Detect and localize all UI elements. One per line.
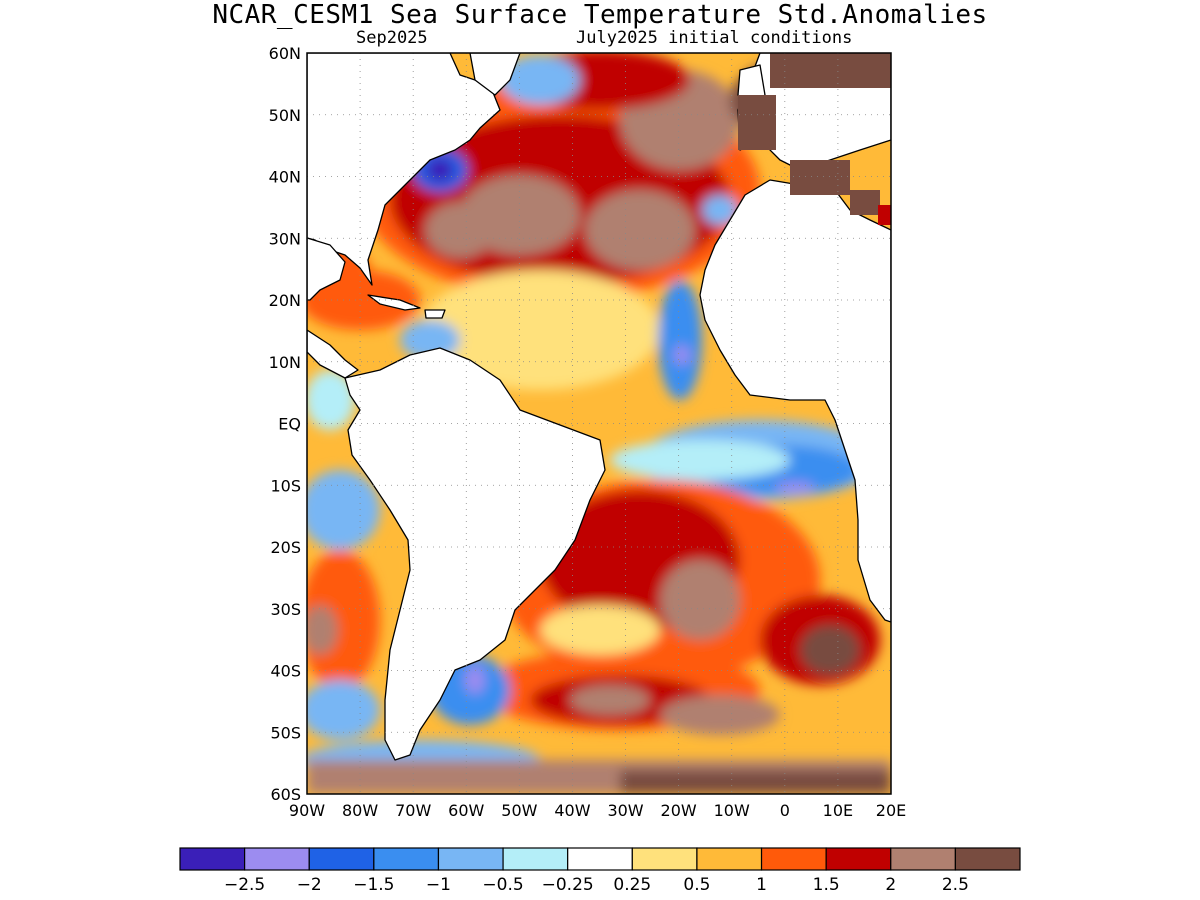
lat-tick-label: 60N bbox=[269, 44, 301, 63]
graticule bbox=[307, 53, 891, 794]
map-frame bbox=[306, 52, 892, 795]
colorbar-label: 1 bbox=[756, 875, 767, 895]
lat-tick-label: EQ bbox=[278, 415, 301, 434]
lat-tick-label: 30S bbox=[270, 600, 301, 619]
lat-tick-label: 20N bbox=[269, 291, 301, 310]
colorbar-swatch bbox=[373, 847, 440, 871]
map-title: NCAR_CESM1 Sea Surface Temperature Std.A… bbox=[212, 0, 988, 30]
lon-tick-label: 40W bbox=[554, 801, 590, 820]
colorbar-labels: −2.5 −2 −1.5 −1 −0.5 −0.25 0.25 0.5 1 1.5 2 2.5 bbox=[224, 875, 969, 895]
lon-tick-label: 10E bbox=[823, 801, 853, 820]
colorbar-label: −2 bbox=[297, 875, 322, 895]
longitude-axis: 90W 80W 70W 60W 50W 40W 30W 20W 10W 0 10E 20E bbox=[289, 801, 906, 820]
lat-tick-label: 30N bbox=[269, 229, 301, 248]
forecast-month-label: Sep2025 bbox=[356, 28, 428, 48]
lon-tick-label: 90W bbox=[289, 801, 325, 820]
lat-tick-label: 10N bbox=[269, 353, 301, 372]
colorbar-swatch bbox=[890, 847, 956, 871]
land-labrador bbox=[469, 53, 521, 96]
colorbar-label: 0.25 bbox=[613, 875, 651, 895]
colorbar-swatch bbox=[244, 847, 310, 871]
europe-anomaly-patches bbox=[738, 53, 891, 225]
lat-tick-label: 50N bbox=[269, 106, 301, 125]
colorbar-swatch bbox=[760, 847, 827, 871]
colorbar-swatch bbox=[502, 847, 569, 871]
lon-tick-label: 0 bbox=[780, 801, 790, 820]
colorbar-label: −2.5 bbox=[224, 875, 265, 895]
lon-tick-label: 20W bbox=[661, 801, 697, 820]
colorbar-swatch bbox=[631, 847, 698, 871]
colorbar-label: −0.25 bbox=[542, 875, 594, 895]
land-masses bbox=[307, 53, 891, 761]
lon-tick-label: 10W bbox=[714, 801, 750, 820]
colorbar-swatch bbox=[179, 847, 246, 871]
colorbar-label: −1 bbox=[426, 875, 451, 895]
lat-tick-label: 40S bbox=[270, 662, 301, 681]
lon-tick-label: 50W bbox=[501, 801, 537, 820]
colorbar-label: −0.5 bbox=[482, 875, 523, 895]
colorbar-label: −1.5 bbox=[353, 875, 394, 895]
colorbar-swatch bbox=[696, 847, 763, 871]
land-south-america bbox=[344, 347, 606, 761]
land-cuba bbox=[367, 294, 421, 311]
lat-tick-label: 20S bbox=[270, 538, 301, 557]
colorbar-swatch bbox=[308, 847, 375, 871]
lon-tick-label: 60W bbox=[448, 801, 484, 820]
lon-tick-label: 30W bbox=[607, 801, 643, 820]
colorbar-swatch bbox=[825, 847, 892, 871]
lon-tick-label: 70W bbox=[395, 801, 431, 820]
lon-tick-label: 80W bbox=[342, 801, 378, 820]
colorbar-swatch bbox=[954, 847, 1021, 871]
colorbar-label: 2.5 bbox=[942, 875, 969, 895]
colorbar-label: 0.5 bbox=[683, 875, 710, 895]
colorbar-label: 1.5 bbox=[813, 875, 840, 895]
lat-tick-label: 40N bbox=[269, 168, 301, 187]
lon-tick-label: 20E bbox=[876, 801, 906, 820]
latitude-axis: 60N 50N 40N 30N 20N 10N EQ 10S 20S 30S 40S 50S 60S bbox=[269, 44, 301, 804]
colorbar-swatch bbox=[437, 847, 504, 871]
initial-conditions-label: July2025 initial conditions bbox=[576, 28, 853, 48]
colorbar bbox=[179, 847, 1021, 871]
colorbar-label: 2 bbox=[885, 875, 896, 895]
lat-tick-label: 60S bbox=[270, 785, 301, 804]
colorbar-swatch bbox=[567, 847, 633, 871]
lat-tick-label: 10S bbox=[270, 476, 301, 495]
lat-tick-label: 50S bbox=[270, 723, 301, 742]
land-hispaniola bbox=[424, 309, 446, 319]
